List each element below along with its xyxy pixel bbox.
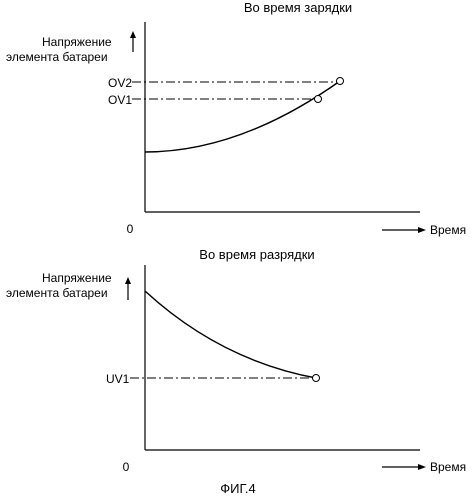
ov1-point	[315, 96, 322, 103]
level-ov2: OV2	[108, 76, 132, 90]
discharging-ylabel-line2: элемента батареи	[6, 286, 108, 300]
discharging-ylabel-line1: Напряжение	[42, 271, 112, 285]
charging-ylabel-arrow	[130, 31, 136, 52]
charging-origin: 0	[127, 222, 134, 236]
charging-panel: Во время зарядки Напряжение элемента бат…	[6, 0, 466, 237]
charging-curve	[145, 81, 340, 152]
ov2-point	[337, 78, 344, 85]
uv1-point	[313, 375, 320, 382]
charging-title: Во время зарядки	[244, 0, 352, 15]
charging-xlabel-arrow	[382, 227, 426, 233]
discharging-ylabel-arrow	[125, 277, 131, 300]
level-uv1: UV1	[106, 372, 130, 386]
discharging-xlabel-arrow	[382, 464, 426, 470]
discharging-title: Во время разрядки	[199, 247, 314, 262]
charging-xlabel: Время	[430, 223, 466, 237]
discharging-origin: 0	[123, 460, 130, 474]
figure-caption: ФИГ.4	[220, 481, 256, 496]
discharging-xlabel: Время	[430, 460, 466, 474]
discharging-panel: Во время разрядки Напряжение элемента ба…	[6, 247, 466, 474]
level-ov1: OV1	[108, 93, 132, 107]
discharging-curve	[145, 291, 316, 378]
charging-ylabel-line1: Напряжение	[42, 35, 112, 49]
charging-ylabel-line2: элемента батареи	[6, 50, 108, 64]
